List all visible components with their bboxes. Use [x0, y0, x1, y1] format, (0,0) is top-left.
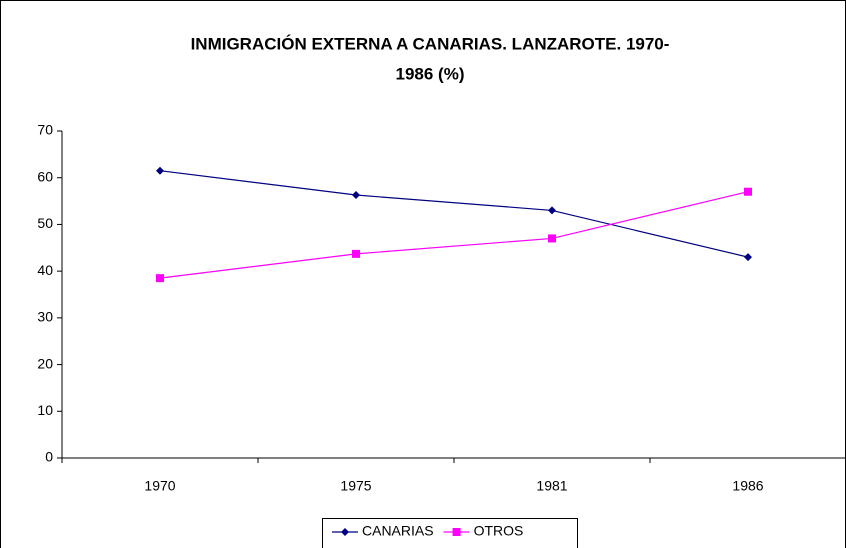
point-marker: [548, 234, 556, 243]
y-tick-label: 30: [37, 309, 53, 325]
point-marker: [744, 253, 752, 262]
legend-marker: [341, 528, 349, 536]
series-line: [159, 170, 749, 258]
legend-label: OTROS: [474, 523, 524, 539]
legend-marker: [452, 528, 461, 536]
y-tick-label: 40: [37, 262, 53, 278]
series-line: [159, 191, 749, 279]
point-marker: [352, 190, 360, 199]
x-tick-label: 1986: [732, 478, 763, 494]
chart-title: 1986 (%): [396, 64, 465, 83]
point-marker: [156, 274, 164, 283]
legend-label: CANARIAS: [362, 523, 434, 539]
legend-box: [322, 518, 578, 548]
x-tick-label: 1975: [340, 478, 371, 494]
point-marker: [352, 249, 360, 258]
y-tick-label: 60: [37, 168, 53, 184]
point-marker: [156, 166, 164, 175]
point-marker: [548, 206, 556, 215]
point-marker: [744, 187, 752, 196]
y-tick-label: 20: [37, 355, 53, 371]
x-tick-label: 1970: [144, 478, 175, 494]
y-tick-label: 10: [37, 402, 53, 418]
x-tick-label: 1981: [536, 478, 567, 494]
y-tick-label: 70: [37, 122, 53, 138]
y-tick-label: 0: [45, 449, 53, 465]
chart-title: INMIGRACIÓN EXTERNA A CANARIAS. LANZAROT…: [191, 34, 670, 53]
y-tick-label: 50: [37, 215, 53, 231]
